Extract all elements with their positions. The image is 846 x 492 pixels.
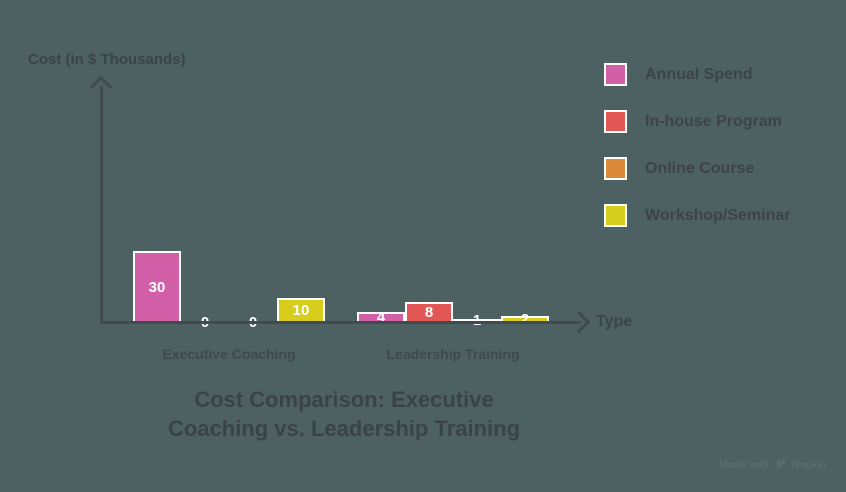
legend-swatch-workshop-seminar — [604, 204, 627, 227]
legend-label: In-house Program — [645, 112, 782, 130]
legend-item-in-house-program: In-house Program — [604, 110, 791, 133]
x-axis-label: Type — [596, 313, 633, 330]
bar — [277, 297, 325, 324]
chart-title-line-1: Cost Comparison: Executive — [194, 387, 494, 412]
y-axis-arrow-icon — [89, 75, 113, 99]
bar-value-label: 1 — [453, 312, 501, 330]
y-axis-label: Cost (in $ Thousands) — [28, 51, 186, 68]
legend-item-online-course: Online Course — [604, 157, 791, 180]
made-with-text: Made with — [718, 458, 769, 471]
napkin-logo-icon — [774, 457, 787, 472]
category-label-leadership-training: Leadership Training — [386, 346, 520, 362]
y-axis — [100, 86, 103, 324]
legend-swatch-annual-spend — [604, 63, 627, 86]
category-label-executive-coaching: Executive Coaching — [162, 346, 296, 362]
bar-value-label: 4 — [376, 308, 386, 326]
attribution: Made with Napkin — [719, 457, 826, 472]
legend-label: Workshop/Seminar — [645, 206, 791, 224]
legend-swatch-in-house-program — [604, 110, 627, 133]
bar-value-label: 2 — [520, 311, 530, 329]
legend-item-workshop-seminar: Workshop/Seminar — [604, 204, 791, 227]
x-axis-arrow-icon — [567, 310, 591, 334]
bar-value-label: 10 — [292, 301, 310, 319]
brand-text: Napkin — [791, 458, 826, 471]
chart-title-line-2: Coaching vs. Leadership Training — [167, 416, 521, 441]
legend-swatch-online-course — [604, 157, 627, 180]
bar-value-label: 30 — [148, 278, 166, 296]
bar — [133, 251, 181, 324]
legend: Annual Spend In-house Program Online Cou… — [604, 63, 791, 251]
legend-item-annual-spend: Annual Spend — [604, 63, 791, 86]
legend-label: Online Course — [645, 159, 755, 177]
legend-label: Annual Spend — [645, 65, 753, 83]
chart-title: Cost Comparison: Executive Coaching vs. … — [104, 385, 584, 443]
bar-value-label: 8 — [424, 304, 434, 322]
x-axis — [100, 321, 581, 324]
